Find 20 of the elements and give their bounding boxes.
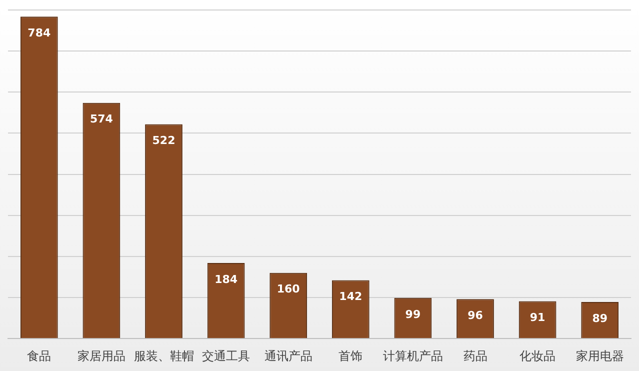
x-tick-label: 药品 <box>463 348 488 363</box>
x-tick-label: 交通工具 <box>202 348 250 363</box>
data-label: 96 <box>468 309 484 322</box>
data-label: 99 <box>405 308 421 321</box>
x-tick-label: 家居用品 <box>77 348 126 363</box>
data-label: 160 <box>276 282 300 296</box>
data-label: 574 <box>90 112 114 126</box>
data-label: 91 <box>530 311 546 324</box>
data-label: 184 <box>214 272 238 286</box>
x-tick-label: 化妆品 <box>520 348 556 363</box>
x-tick-label: 服装、鞋帽 <box>134 348 194 363</box>
data-label: 142 <box>339 290 362 304</box>
x-tick-label: 食品 <box>27 348 52 363</box>
x-tick-label: 首饰 <box>338 348 363 363</box>
x-tick-label: 通讯产品 <box>264 348 312 363</box>
data-label: 522 <box>152 134 176 148</box>
x-tick-label: 计算机产品 <box>382 348 443 363</box>
data-label: 89 <box>592 312 608 325</box>
data-label: 784 <box>28 26 51 40</box>
x-tick-label: 家用电器 <box>576 348 624 363</box>
